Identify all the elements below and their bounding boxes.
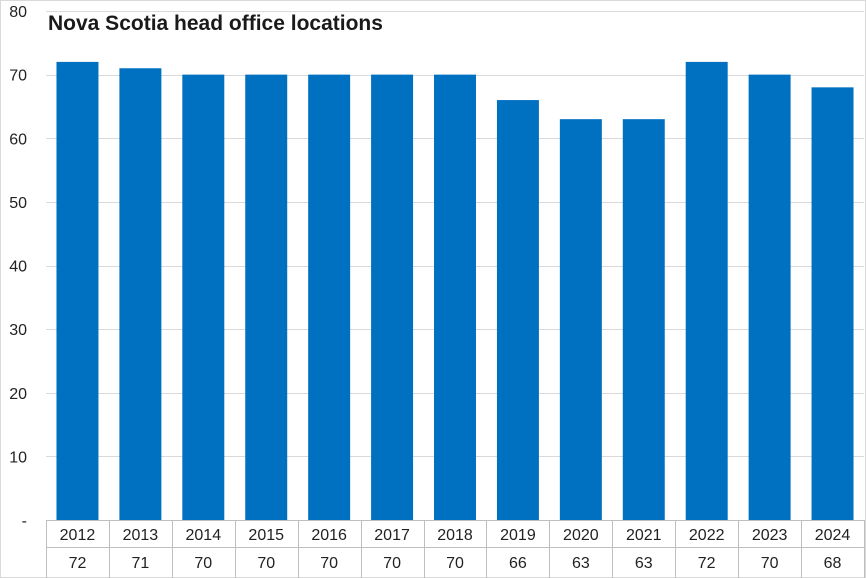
- data-table-value: 70: [761, 555, 779, 572]
- x-tick-label: 2017: [374, 527, 410, 544]
- bar: [559, 119, 602, 520]
- bar: [434, 74, 476, 520]
- data-table-value: 70: [320, 555, 338, 572]
- data-table-value: 70: [194, 555, 212, 572]
- y-tick-label: 50: [9, 195, 27, 212]
- x-tick-label: 2023: [752, 527, 788, 544]
- x-tick-label: 2022: [689, 527, 725, 544]
- x-tick-label: 2019: [500, 527, 536, 544]
- data-table-value: 66: [509, 555, 527, 572]
- y-tick-label: 40: [9, 259, 27, 276]
- bar: [182, 74, 225, 520]
- data-table-value: 71: [131, 555, 149, 572]
- y-axis-ticks: - 10 20 30 40 50 60 70 80: [9, 4, 27, 530]
- chart-title: Nova Scotia head office locations: [48, 12, 383, 35]
- x-tick-label: 2021: [626, 527, 662, 544]
- y-tick-label: 60: [9, 131, 27, 148]
- bar: [748, 74, 791, 520]
- x-tick-label: 2018: [437, 527, 473, 544]
- data-table-value: 70: [383, 555, 401, 572]
- x-tick-label: 2013: [123, 527, 159, 544]
- data-table-value: 63: [635, 555, 653, 572]
- x-tick-label: 2016: [311, 527, 347, 544]
- bar: [685, 61, 728, 521]
- y-tick-label: -: [22, 513, 27, 530]
- y-tick-label: 20: [9, 386, 27, 403]
- bars: [56, 61, 854, 521]
- y-tick-label: 80: [9, 4, 27, 21]
- bar: [622, 119, 665, 520]
- x-tick-label: 2014: [186, 527, 222, 544]
- bar: [308, 74, 351, 520]
- x-tick-label: 2020: [563, 527, 599, 544]
- y-tick-label: 10: [9, 449, 27, 466]
- data-table-value: 68: [824, 555, 842, 572]
- y-tick-label: 30: [9, 322, 27, 339]
- bar: [56, 61, 99, 521]
- data-table: 2012 72 2013 71 2014 70 2015 70 2016 70 2017 70 2018…: [46, 520, 865, 578]
- bar: [119, 68, 162, 520]
- x-tick-label: 2012: [60, 527, 96, 544]
- bar: [811, 87, 854, 520]
- x-tick-label: 2015: [248, 527, 284, 544]
- data-table-value: 72: [698, 555, 716, 572]
- x-tick-label: 2024: [815, 527, 851, 544]
- data-table-value: 70: [257, 555, 275, 572]
- y-tick-label: 70: [9, 68, 27, 85]
- data-table-value: 70: [446, 555, 464, 572]
- bar: [245, 74, 288, 520]
- bar: [496, 100, 539, 520]
- bar: [371, 74, 414, 520]
- data-table-value: 72: [69, 555, 87, 572]
- data-table-value: 63: [572, 555, 590, 572]
